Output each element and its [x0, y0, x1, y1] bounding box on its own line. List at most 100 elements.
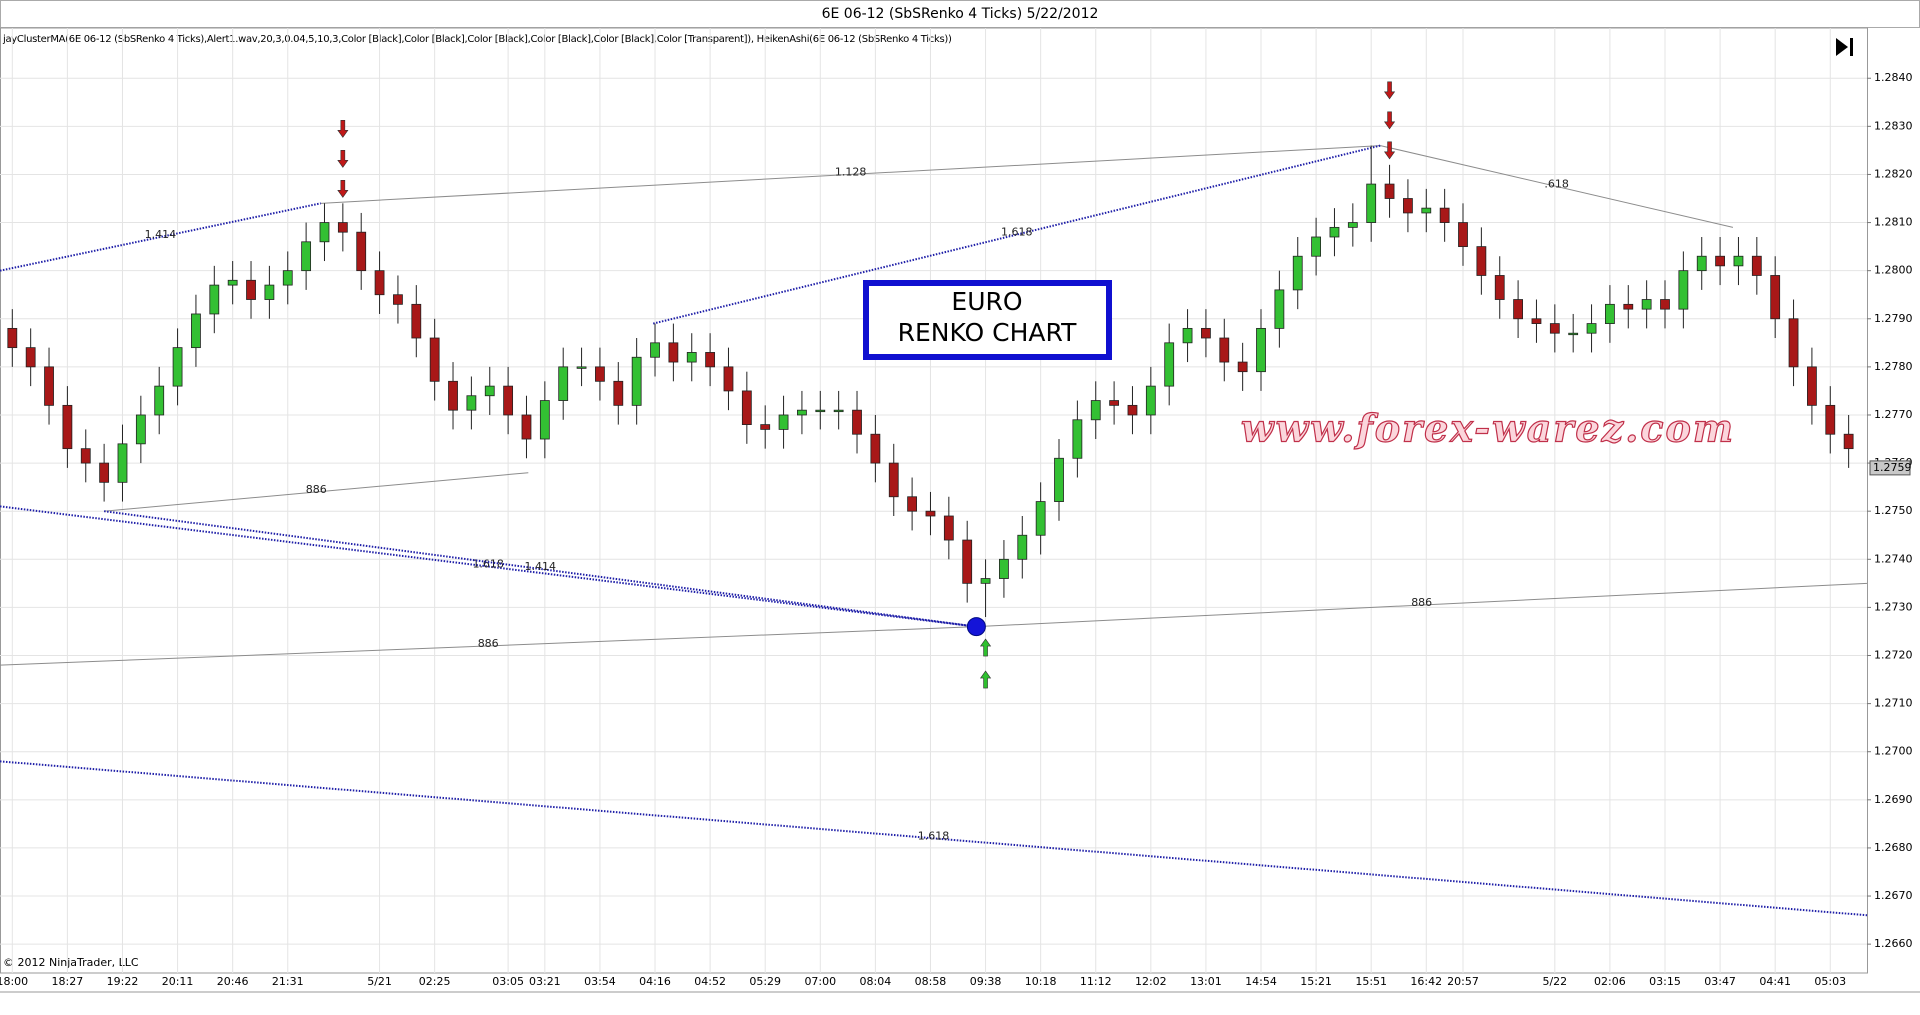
x-tick-label: 10:18 [1025, 975, 1057, 988]
y-tick-label: 1.2820 [1874, 167, 1913, 180]
fib-line [0, 202, 322, 272]
candle-body [484, 385, 495, 397]
candle-body [1715, 255, 1725, 267]
y-tick-label: 1.2800 [1874, 264, 1913, 277]
candle-body [852, 409, 862, 435]
candle-body [1623, 303, 1634, 310]
title-bar [0, 0, 1920, 28]
x-tick-label: 14:54 [1245, 975, 1277, 988]
candle-body [760, 424, 771, 430]
candle-body [1568, 332, 1579, 336]
candle-body [1256, 327, 1266, 373]
candle-body [117, 443, 128, 483]
x-tick-label: 02:25 [419, 975, 451, 988]
signal-arrow [337, 150, 349, 168]
candle-body [246, 279, 256, 300]
signal-arrow [1383, 81, 1396, 100]
x-tick-label: 03:21 [529, 975, 561, 988]
candle-body [1090, 400, 1101, 421]
sell-signal [1383, 81, 1396, 160]
candle-body [62, 404, 73, 450]
bar-icon[interactable] [1850, 38, 1853, 56]
candle-body [870, 433, 881, 464]
scroll-end-button[interactable] [1836, 38, 1853, 56]
x-tick-label: 18:27 [52, 975, 84, 988]
candle-body [7, 327, 18, 349]
signal-arrow [1383, 111, 1396, 130]
copyright: © 2012 NinjaTrader, LLC [3, 956, 139, 969]
x-tick-label: 13:01 [1190, 975, 1222, 988]
candle-body [1421, 207, 1432, 214]
fib-label: 1.414 [145, 228, 177, 241]
x-tick-label: 15:51 [1355, 975, 1387, 988]
y-tick-label: 1.2740 [1874, 552, 1913, 565]
candle-body [301, 241, 312, 272]
last-price-box [1869, 460, 1911, 476]
y-tick-label: 1.2660 [1874, 937, 1913, 950]
signal-arrow [979, 638, 992, 657]
candle-body [1751, 255, 1762, 276]
y-tick-label: 1.2730 [1874, 600, 1913, 613]
candle-body [1182, 327, 1193, 344]
candle-body [25, 347, 36, 368]
y-tick-label: 1.2810 [1874, 216, 1913, 229]
candle-body [393, 294, 403, 305]
fib-label: 1.618 [1001, 226, 1033, 239]
candle-body [99, 462, 110, 483]
x-tick-label: 15:21 [1300, 975, 1332, 988]
candle-body [1549, 323, 1560, 334]
fib-line [1380, 145, 1734, 228]
candle-body [80, 448, 91, 464]
fib-line [0, 505, 977, 628]
fib-line [104, 472, 529, 512]
candle-body [374, 270, 385, 296]
candle-body [943, 515, 954, 541]
candle-body [1458, 222, 1468, 248]
candle-body [1366, 183, 1377, 223]
candle-body [668, 342, 679, 363]
play-icon[interactable] [1836, 38, 1848, 56]
candle-body [962, 539, 973, 584]
x-tick-label: 16:42 [1410, 975, 1442, 988]
candle-body [1274, 289, 1285, 329]
x-tick-label: 20:46 [217, 975, 249, 988]
candle-body [1164, 342, 1175, 387]
signal-arrow [337, 180, 349, 198]
candle-body [558, 366, 569, 401]
x-tick-label: 08:58 [915, 975, 947, 988]
candle-body [1605, 303, 1615, 324]
fib-line [976, 582, 1868, 628]
candle-body [1843, 433, 1854, 450]
plot-border [0, 27, 1868, 974]
pivot-point [966, 617, 986, 637]
x-tick-label: 09:38 [970, 975, 1002, 988]
candle-body [1586, 323, 1597, 334]
candle-body [576, 366, 587, 369]
candle-body [1733, 255, 1744, 267]
candle-body [1145, 385, 1156, 416]
candle-body [191, 313, 201, 349]
candle-body [980, 578, 991, 584]
candle-body [907, 496, 918, 512]
x-tick-label: 05:29 [749, 975, 781, 988]
candle-body [135, 414, 146, 445]
candle-body [1311, 236, 1321, 257]
fib-label: 1.618 [472, 558, 504, 571]
candle-body [503, 385, 514, 416]
candle-body [1017, 534, 1028, 560]
x-tick-label: 5/22 [1542, 975, 1567, 988]
x-tick-label: 20:57 [1447, 975, 1479, 988]
candle-body [1403, 198, 1413, 214]
candle-body [686, 352, 697, 363]
y-tick-label: 1.2840 [1874, 71, 1913, 84]
y-tick-label: 1.2700 [1874, 745, 1913, 758]
fib-line [320, 145, 1381, 204]
candle-body [44, 366, 54, 406]
x-tick-label: 12:02 [1135, 975, 1167, 988]
candle-body [429, 337, 440, 382]
candle-body [1807, 366, 1817, 406]
x-tick-label: 20:11 [162, 975, 194, 988]
candle-body [1494, 275, 1505, 300]
y-tick-label: 1.2710 [1874, 697, 1913, 710]
